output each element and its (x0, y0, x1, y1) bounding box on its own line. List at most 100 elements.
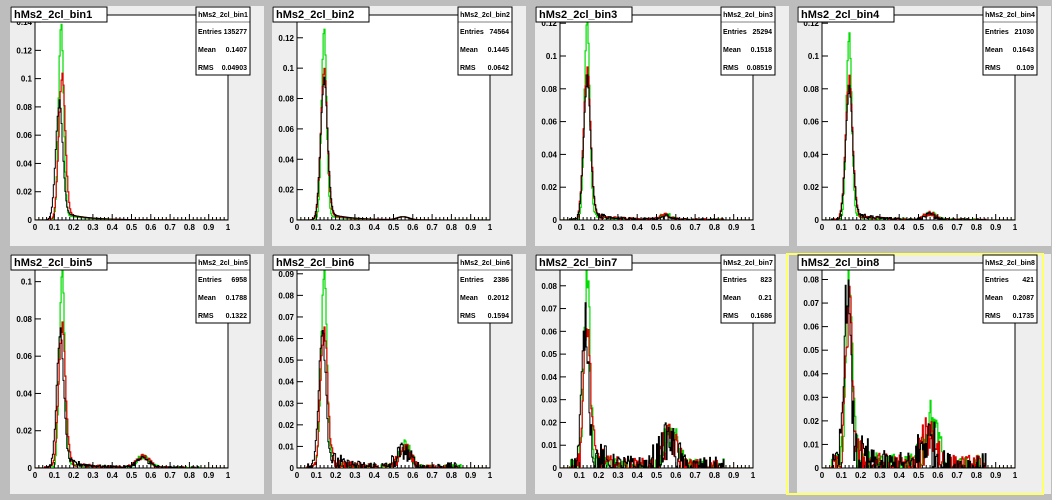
chart-pad[interactable]: 0 0.1 0.2 0.3 0.4 0.5 0.6 0.7 0.8 0.9 1 0 0.02 0.04 0.… (272, 6, 526, 246)
stats-entries-value: 421 (1022, 277, 1034, 284)
stats-name: hMs2_2cl_bin4 (985, 12, 1035, 19)
x-tick-label: 0.2 (593, 471, 605, 480)
x-tick-label: 0.4 (632, 471, 644, 480)
x-tick-label: 0 (33, 223, 38, 232)
stats-frame (720, 6, 776, 76)
stats-entries-label: Entries (985, 29, 1009, 36)
y-tick-label: 0.08 (541, 85, 557, 94)
y-tick-label: 0.04 (16, 389, 32, 398)
stats-mean-label: Mean (198, 47, 216, 54)
x-tick-label: 0.3 (87, 223, 99, 232)
x-tick-label: 0.8 (446, 223, 458, 232)
stats-rms-value: 0.109 (1016, 65, 1034, 72)
x-tick-label: 0.5 (388, 471, 400, 480)
stats-rms-value: 0.1322 (226, 313, 248, 320)
x-tick-label: 0.3 (87, 471, 99, 480)
series-line (560, 74, 753, 220)
y-tick-label: 0.12 (278, 34, 294, 43)
x-tick-label: 0 (295, 223, 300, 232)
y-tick-label: 0.08 (803, 85, 819, 94)
x-tick-label: 0.4 (894, 223, 906, 232)
chart-title: hMs2_2cl_bin5 (10, 254, 108, 271)
y-tick-label: 0.03 (803, 393, 819, 402)
x-tick-label: 0.2 (68, 223, 80, 232)
x-tick-label: 1 (751, 471, 756, 480)
x-tick-label: 0.9 (465, 223, 477, 232)
title-text: hMs2_2cl_bin1 (14, 9, 92, 21)
chart-title: hMs2_2cl_bin7 (535, 254, 633, 271)
y-tick-label: 0.01 (541, 441, 557, 450)
x-tick-label: 1 (1013, 223, 1018, 232)
x-tick-label: 0.2 (330, 471, 342, 480)
x-tick-label: 1 (1013, 471, 1018, 480)
y-tick-label: 0.12 (541, 19, 557, 28)
chart-pad[interactable]: 0 0.1 0.2 0.3 0.4 0.5 0.6 0.7 0.8 0.9 1 0 0.02 0.04 0.… (10, 254, 264, 494)
y-tick-label: 0.04 (16, 159, 32, 168)
stats-mean-value: 0.1518 (751, 47, 773, 54)
y-tick-label: 0.02 (278, 421, 294, 430)
x-tick-label: 0.1 (574, 223, 586, 232)
stats-box: hMs2_2cl_bin2 Entries 74564 Mean 0.1445 RMS 0.… (457, 6, 513, 76)
x-tick-label: 0.7 (690, 471, 702, 480)
chart-pad[interactable]: 0 0.1 0.2 0.3 0.4 0.5 0.6 0.7 0.8 0.9 1 0 0.02 0.04 0.… (10, 6, 264, 246)
x-tick-label: 0.4 (107, 471, 119, 480)
chart-pad[interactable]: 0 0.1 0.2 0.3 0.4 0.5 0.6 0.7 0.8 0.9 1 0 0.02 0.04 0.… (797, 6, 1051, 246)
stats-mean-value: 0.21 (758, 295, 772, 302)
x-tick-label: 0.3 (612, 471, 624, 480)
stats-mean-label: Mean (985, 47, 1003, 54)
chart-title: hMs2_2cl_bin2 (272, 6, 370, 23)
stats-rms-label: RMS (198, 65, 214, 72)
y-tick-label: 0.08 (16, 103, 32, 112)
title-box (797, 254, 895, 271)
stats-box: hMs2_2cl_bin5 Entries 6958 Mean 0.1788 RMS 0.1… (195, 254, 251, 324)
selected-pad-border (786, 253, 1044, 495)
chart-title: hMs2_2cl_bin1 (10, 6, 108, 23)
x-tick-label: 0.6 (145, 223, 157, 232)
x-tick-label: 0.7 (690, 223, 702, 232)
x-tick-label: 0.5 (126, 223, 138, 232)
x-tick-label: 0.4 (632, 223, 644, 232)
stats-mean-label: Mean (198, 295, 216, 302)
chart-pad[interactable]: 0 0.1 0.2 0.3 0.4 0.5 0.6 0.7 0.8 0.9 1 0 0.01 0.02 0.… (272, 254, 526, 494)
stats-rms-label: RMS (723, 65, 739, 72)
stats-rms-value: 0.1594 (488, 313, 510, 320)
stats-mean-label: Mean (723, 47, 741, 54)
y-tick-label: 0 (290, 216, 295, 225)
x-tick-label: 0.7 (952, 471, 964, 480)
chart-title: hMs2_2cl_bin3 (535, 6, 633, 23)
stats-rms-value: 0.1686 (751, 313, 773, 320)
stats-entries-label: Entries (198, 277, 222, 284)
stats-mean-value: 0.2087 (1013, 295, 1035, 302)
chart-pad[interactable]: 0 0.1 0.2 0.3 0.4 0.5 0.6 0.7 0.8 0.9 1 0 0.02 0.04 0.… (535, 6, 789, 246)
y-tick-label: 0.07 (803, 299, 819, 308)
y-tick-label: 0.06 (541, 118, 557, 127)
stats-entries-label: Entries (198, 29, 222, 36)
stats-mean-label: Mean (460, 295, 478, 302)
title-box (535, 6, 633, 23)
stats-mean-value: 0.2012 (488, 295, 510, 302)
x-tick-label: 0.8 (971, 471, 983, 480)
series-line (297, 76, 490, 220)
stats-entries-value: 25294 (753, 29, 773, 36)
y-tick-label: 0.04 (278, 155, 294, 164)
stats-entries-value: 823 (760, 277, 772, 284)
series-line (822, 84, 1015, 220)
chart-pad[interactable]: 0 0.1 0.2 0.3 0.4 0.5 0.6 0.7 0.8 0.9 1 0 0.01 0.02 0.… (786, 253, 1051, 495)
x-tick-label: 0.6 (932, 471, 944, 480)
y-tick-label: 0.04 (803, 150, 819, 159)
x-tick-label: 0.3 (349, 471, 361, 480)
chart-pad[interactable]: 0 0.1 0.2 0.3 0.4 0.5 0.6 0.7 0.8 0.9 1 0 0.01 0.02 0.… (535, 254, 789, 494)
title-box (272, 254, 370, 271)
title-text: hMs2_2cl_bin2 (276, 9, 354, 21)
stats-name: hMs2_2cl_bin2 (460, 12, 510, 19)
x-tick-label: 0.9 (728, 471, 740, 480)
y-tick-label: 0.02 (16, 188, 32, 197)
stats-rms-label: RMS (985, 65, 1001, 72)
y-tick-label: 0.12 (16, 46, 32, 55)
title-box (10, 6, 108, 23)
y-tick-label: 0.02 (541, 183, 557, 192)
x-tick-label: 0.5 (651, 223, 663, 232)
stats-box: hMs2_2cl_bin7 Entries 823 Mean 0.21 RMS 0.1686 (720, 254, 776, 324)
stats-mean-value: 0.1788 (226, 295, 248, 302)
y-tick-label: 0.14 (16, 18, 32, 27)
